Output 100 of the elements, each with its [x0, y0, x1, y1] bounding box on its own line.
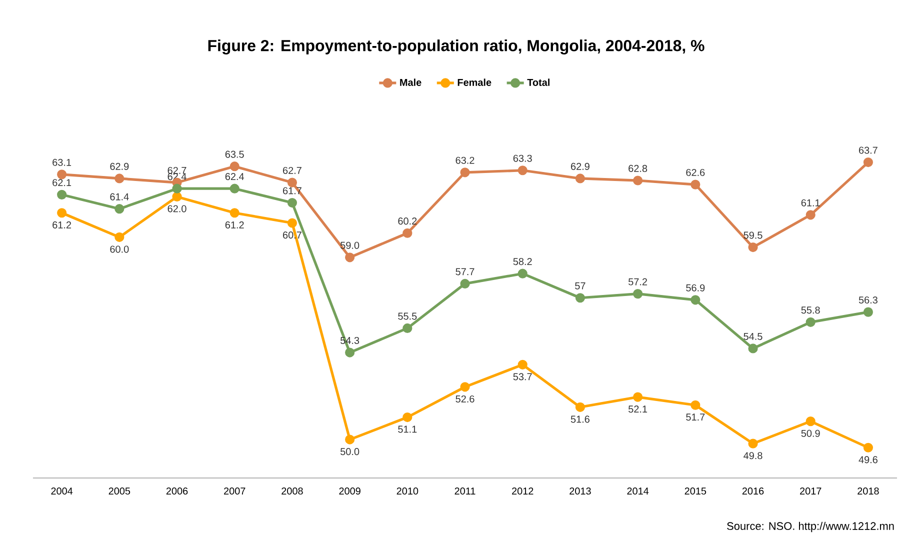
legend-label: Male: [400, 78, 422, 86]
data-label: 63.7: [859, 146, 878, 154]
point: [575, 293, 586, 303]
legend-label: Female: [458, 78, 492, 86]
x-tick-label: 2004: [51, 488, 73, 495]
point: [806, 317, 816, 327]
point: [287, 198, 298, 208]
point: [518, 166, 528, 176]
data-label: 53.7: [513, 373, 532, 380]
point: [633, 176, 643, 186]
x-tick-label: 2017: [800, 488, 822, 495]
point: [230, 162, 240, 172]
point: [863, 157, 874, 168]
x-tick-label: 2015: [684, 488, 706, 495]
point: [460, 278, 470, 289]
data-label: 62.7: [283, 166, 302, 174]
data-label: 61.2: [52, 221, 72, 228]
x-tick-label: 2009: [339, 488, 360, 495]
chart-title: Figure 2: Empoyment-to-population ratio, Mongolia, 2004-2018, %: [208, 40, 704, 54]
point: [402, 323, 412, 334]
legend-label: Total: [527, 78, 550, 86]
point: [806, 416, 816, 426]
point: [633, 289, 643, 299]
point: [460, 382, 470, 392]
point: [402, 228, 412, 238]
point: [575, 402, 586, 412]
point: [287, 178, 298, 188]
data-label: 62.4: [225, 173, 244, 180]
data-label: 62.0: [168, 205, 186, 212]
source-note: Source: NSO. http://www.1212.mn: [727, 522, 894, 532]
x-tick-label: 2005: [108, 488, 130, 495]
point: [57, 208, 67, 218]
point: [57, 170, 67, 180]
point: [345, 252, 355, 262]
x-tick-label: 2013: [570, 488, 591, 495]
data-label: 59.5: [744, 232, 762, 239]
data-label: 51.7: [686, 414, 705, 421]
point: [230, 184, 240, 194]
point: [690, 400, 700, 410]
data-label: 63.2: [456, 156, 474, 164]
data-label: 55.8: [801, 306, 820, 314]
point: [633, 392, 643, 402]
data-label: 57.7: [456, 268, 474, 276]
data-label: 60.0: [110, 246, 129, 253]
data-label: 49.8: [744, 452, 762, 460]
data-label: 62.9: [110, 162, 129, 170]
data-label: 58.2: [513, 258, 532, 266]
data-label: 56.3: [858, 296, 878, 304]
point: [863, 442, 874, 452]
point: [748, 242, 758, 252]
data-label: 52.6: [456, 395, 474, 402]
point: [345, 434, 355, 444]
point: [863, 307, 874, 317]
x-tick-label: 2016: [742, 488, 764, 495]
x-tick-label: 2007: [224, 488, 246, 495]
data-label: 62.6: [686, 168, 705, 176]
data-label: 61.2: [225, 221, 244, 228]
point: [345, 348, 355, 358]
data-label: 55.5: [398, 312, 417, 320]
point: [575, 174, 586, 184]
point: [690, 295, 700, 305]
point: [518, 360, 528, 370]
data-label: 49.6: [858, 456, 878, 464]
point: [460, 168, 470, 178]
data-label: 51.6: [570, 416, 590, 423]
point: [748, 438, 758, 448]
data-label: 61.1: [801, 199, 820, 206]
x-tick-label: 2018: [858, 488, 879, 495]
data-label: 63.5: [225, 150, 244, 158]
point: [172, 184, 182, 194]
point: [690, 180, 700, 190]
x-tick-label: 2008: [282, 488, 303, 495]
x-tick-label: 2014: [627, 488, 649, 495]
point: [402, 412, 412, 422]
data-label: 50.0: [340, 448, 360, 456]
data-label: 62.1: [52, 179, 72, 186]
point: [114, 174, 124, 184]
data-label: 62.9: [571, 162, 590, 170]
data-label: 61.4: [110, 193, 129, 200]
data-label: 60.2: [398, 218, 417, 225]
point: [114, 204, 124, 214]
point: [230, 208, 240, 218]
point: [287, 218, 298, 228]
data-label: 62.7: [168, 166, 186, 174]
point: [806, 210, 816, 220]
data-label: 62.8: [628, 164, 648, 172]
x-tick-label: 2010: [396, 488, 418, 495]
data-label: 57.2: [628, 278, 648, 286]
data-label: 52.1: [628, 406, 648, 413]
data-label: 57: [575, 282, 586, 290]
x-tick-label: 2012: [512, 488, 534, 495]
point: [518, 268, 528, 278]
data-label: 63.3: [513, 154, 532, 162]
data-label: 50.9: [801, 430, 820, 437]
point: [172, 192, 182, 202]
point: [114, 232, 124, 242]
data-label: 56.9: [686, 284, 705, 292]
point: [57, 190, 67, 200]
x-tick-label: 2011: [454, 488, 476, 495]
data-label: 51.1: [398, 426, 417, 433]
